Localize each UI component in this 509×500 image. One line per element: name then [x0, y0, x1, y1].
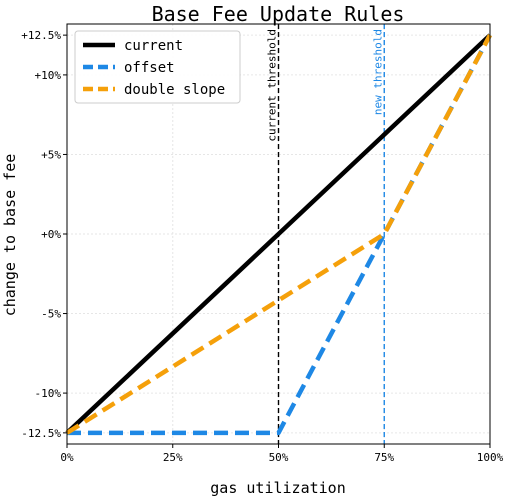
- legend-label: double slope: [124, 82, 225, 98]
- legend-label: offset: [124, 60, 175, 76]
- x-axis-ticks: 0% 25% 50% 75% 100%: [60, 444, 504, 464]
- y-tick-label: +12.5%: [21, 29, 61, 42]
- y-tick-label: -12.5%: [21, 427, 61, 440]
- x-tick-label: 0%: [60, 451, 74, 464]
- y-tick-label: +10%: [35, 69, 62, 82]
- chart-title: Base Fee Update Rules: [152, 2, 405, 26]
- threshold-label: current threshold: [266, 29, 279, 142]
- threshold-label: new threshold: [371, 29, 384, 115]
- legend: current offset double slope: [74, 30, 241, 104]
- x-tick-label: 50%: [269, 451, 289, 464]
- y-axis-ticks: +12.5% +10% +5% +0% -5% -10% -12.5%: [21, 29, 67, 440]
- y-tick-label: +5%: [41, 148, 61, 161]
- x-tick-label: 100%: [477, 451, 504, 464]
- legend-label: current: [124, 38, 183, 54]
- x-tick-label: 25%: [163, 451, 183, 464]
- y-tick-label: +0%: [41, 228, 61, 241]
- x-tick-label: 75%: [374, 451, 394, 464]
- y-tick-label: -10%: [35, 387, 62, 400]
- series-line-current: [65, 33, 492, 435]
- x-axis-label: gas utilization: [210, 479, 345, 497]
- y-axis-label: change to base fee: [1, 154, 19, 317]
- series-lines: [65, 33, 492, 436]
- y-tick-label: -5%: [41, 308, 61, 321]
- legend-box: [74, 30, 241, 104]
